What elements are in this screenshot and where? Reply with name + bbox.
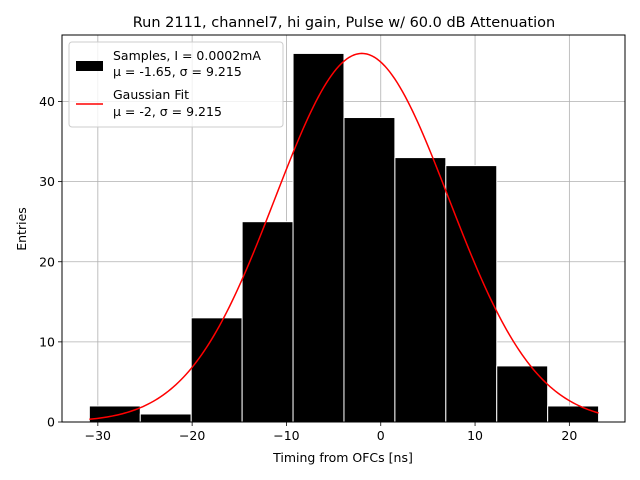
legend-histogram-stats: μ = -1.65, σ = 9.215	[113, 64, 242, 79]
histogram-bar	[88, 405, 141, 423]
x-tick-label: 10	[467, 428, 483, 443]
histogram-bar	[394, 157, 447, 423]
x-tick-label: −20	[179, 428, 205, 443]
y-tick-label: 20	[39, 254, 55, 269]
x-axis-label: Timing from OFCs [ns]	[272, 450, 413, 465]
histogram-bar	[547, 405, 600, 423]
y-tick-label: 30	[39, 174, 55, 189]
x-tick-label: 0	[377, 428, 385, 443]
y-tick-label: 0	[47, 415, 55, 430]
histogram-bar	[343, 117, 396, 423]
y-axis-label: Entries	[14, 207, 29, 251]
chart-title: Run 2111, channel7, hi gain, Pulse w/ 60…	[133, 15, 556, 31]
legend-histogram-swatch	[76, 61, 103, 71]
legend-histogram-label: Samples, I = 0.0002mA	[113, 48, 261, 63]
histogram-bar	[496, 365, 549, 423]
histogram-bar	[445, 165, 498, 423]
y-axis: 0 10 20 30 40	[39, 94, 62, 430]
legend-fit-label: Gaussian Fit	[113, 87, 189, 102]
histogram-bar	[241, 221, 294, 423]
histogram-bar	[139, 413, 192, 423]
legend-fit-stats: μ = -2, σ = 9.215	[113, 104, 222, 119]
histogram-bars	[88, 52, 600, 423]
x-tick-label: 20	[561, 428, 577, 443]
histogram-bar	[292, 52, 345, 423]
plot-frame	[61, 34, 626, 423]
histogram-bar	[190, 317, 243, 423]
x-tick-label: −30	[85, 428, 111, 443]
gaussian-fit-curve	[89, 52, 599, 421]
x-tick-label: −10	[273, 428, 299, 443]
legend: Samples, I = 0.0002mA μ = -1.65, σ = 9.2…	[68, 41, 284, 128]
y-tick-label: 40	[39, 94, 55, 109]
legend-box	[68, 41, 284, 128]
y-tick-label: 10	[39, 334, 55, 349]
x-axis: −30 −20 −10 0 10 20	[85, 422, 577, 443]
